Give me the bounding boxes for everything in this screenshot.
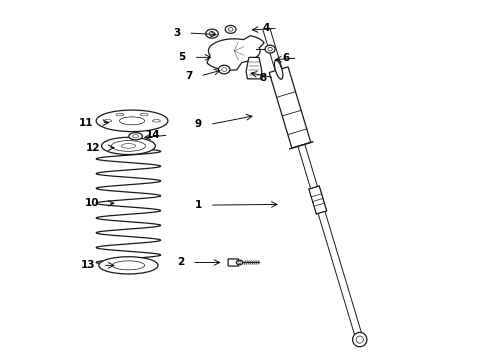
Text: 9: 9 [195, 120, 202, 129]
Text: 1: 1 [195, 200, 202, 210]
Polygon shape [207, 36, 264, 70]
Text: 14: 14 [146, 130, 161, 140]
Text: 12: 12 [86, 143, 100, 153]
Text: 10: 10 [85, 198, 100, 208]
Text: 4: 4 [263, 23, 270, 33]
Ellipse shape [104, 120, 112, 122]
Text: 7: 7 [185, 71, 192, 81]
Polygon shape [246, 57, 262, 79]
Text: 11: 11 [79, 118, 94, 128]
Ellipse shape [219, 65, 230, 74]
FancyBboxPatch shape [228, 259, 239, 266]
Text: 6: 6 [283, 53, 290, 63]
Text: 13: 13 [80, 260, 95, 270]
Polygon shape [269, 67, 311, 148]
Polygon shape [309, 186, 327, 214]
Ellipse shape [225, 26, 236, 33]
Text: 2: 2 [177, 257, 184, 267]
Ellipse shape [221, 68, 227, 71]
Ellipse shape [112, 261, 145, 270]
Ellipse shape [111, 140, 146, 151]
Circle shape [353, 332, 367, 347]
Ellipse shape [122, 144, 136, 148]
Ellipse shape [96, 110, 168, 132]
Ellipse shape [116, 113, 124, 116]
Ellipse shape [274, 60, 283, 79]
Ellipse shape [206, 29, 218, 38]
Ellipse shape [133, 135, 139, 138]
Ellipse shape [238, 261, 241, 264]
Ellipse shape [236, 260, 243, 265]
Circle shape [356, 336, 364, 343]
Ellipse shape [268, 47, 272, 51]
Text: 5: 5 [178, 52, 186, 62]
Ellipse shape [101, 137, 155, 154]
Ellipse shape [140, 113, 148, 116]
Text: 3: 3 [173, 28, 180, 38]
Ellipse shape [99, 257, 158, 274]
Ellipse shape [152, 120, 160, 122]
Ellipse shape [129, 133, 143, 140]
Ellipse shape [120, 117, 145, 125]
Ellipse shape [265, 45, 275, 53]
Text: 8: 8 [259, 73, 267, 83]
Ellipse shape [228, 28, 233, 31]
Ellipse shape [209, 32, 215, 36]
